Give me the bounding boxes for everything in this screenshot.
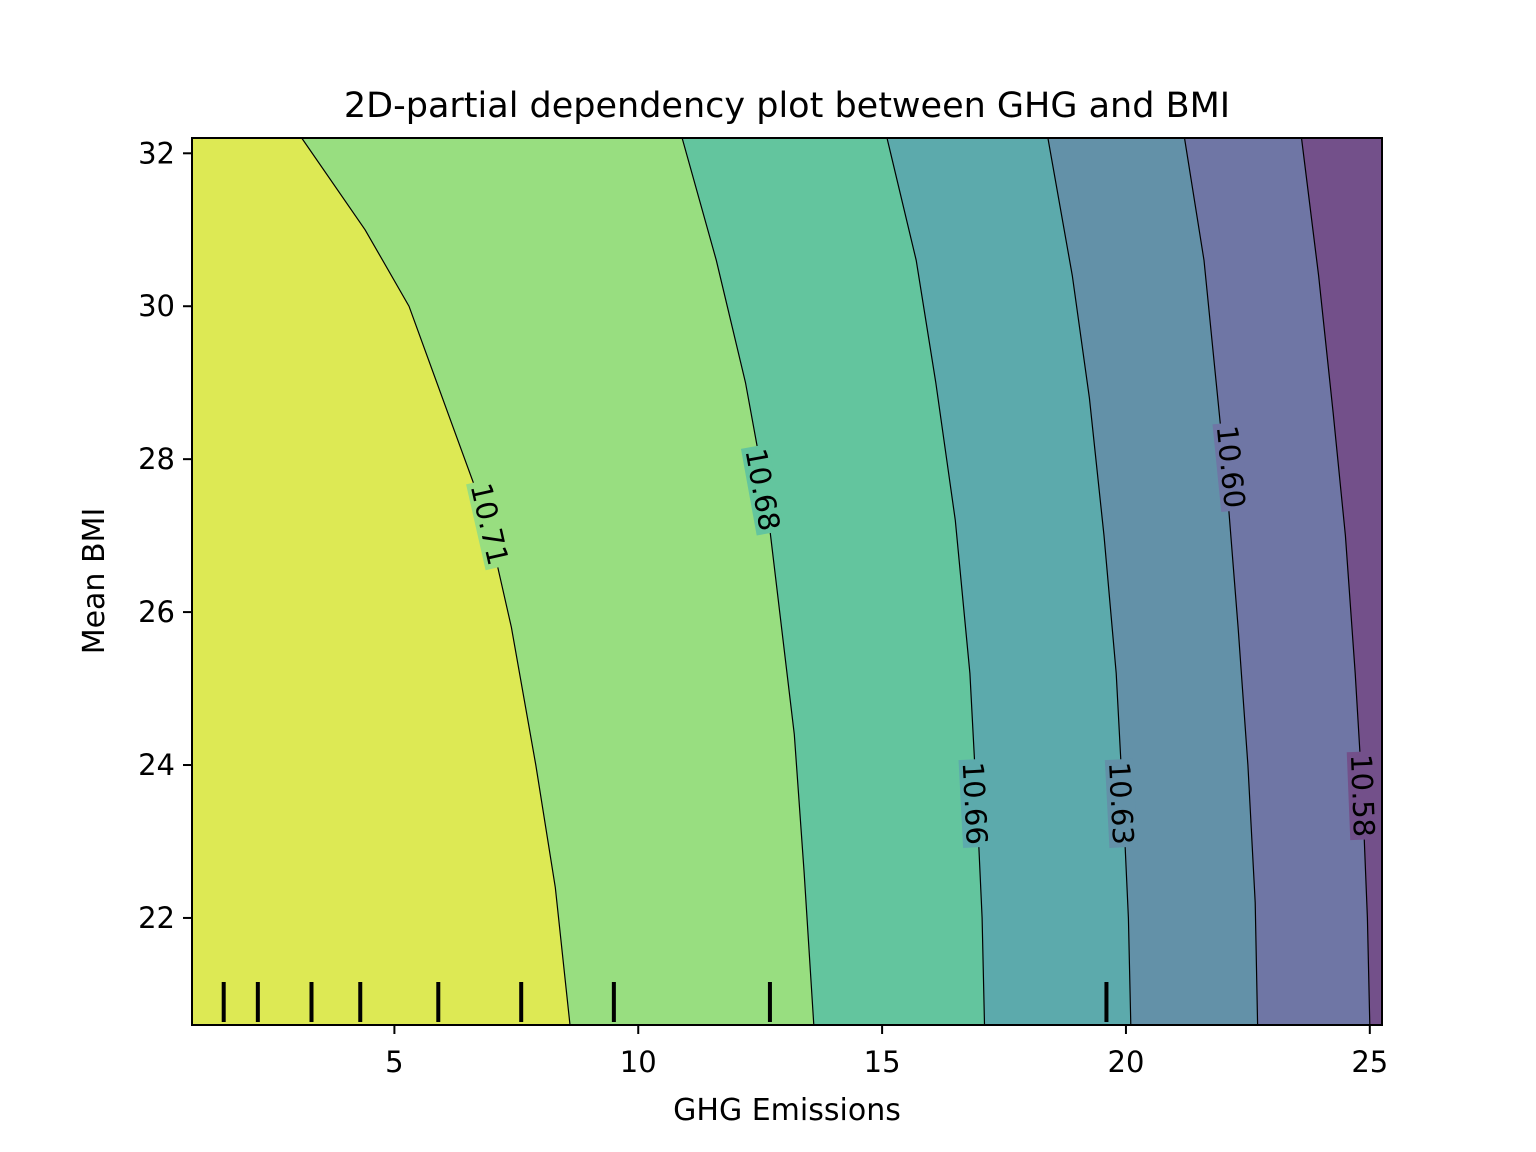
y-tick-label: 28 [138, 442, 175, 476]
y-tick-label: 22 [138, 901, 175, 935]
contour-line-10.60 [1183, 138, 1259, 1025]
contour-line-10.58 [1300, 138, 1371, 1025]
y-axis: 22 24 26 28 30 32 [138, 136, 192, 935]
x-tick-label: 20 [1108, 1045, 1145, 1079]
contour-line-10.63 [1047, 138, 1132, 1025]
x-tick-label: 10 [620, 1045, 657, 1079]
contour-label-10.63: 10.63 [1102, 761, 1140, 846]
y-tick-label: 26 [138, 595, 175, 629]
contour-region-1 [301, 138, 814, 1025]
x-tick-label: 25 [1351, 1045, 1388, 1079]
contour-regions [192, 138, 1382, 1025]
x-tick-label: 15 [864, 1045, 901, 1079]
contour-label-10.60: 10.60 [1210, 424, 1252, 510]
y-tick-label: 32 [138, 136, 175, 170]
rug-marks [221, 982, 1109, 1022]
contour-region-6 [1301, 138, 1382, 1025]
contour-region-0 [192, 138, 570, 1025]
chart-title: 2D-partial dependency plot between GHG a… [344, 86, 1230, 126]
contour-line-10.66 [886, 138, 986, 1025]
contour-region-2 [682, 138, 985, 1025]
x-axis-label: GHG Emissions [673, 1093, 901, 1128]
contour-label-10.66: 10.66 [956, 761, 994, 846]
y-axis-label: Mean BMI [77, 508, 112, 655]
contour-line-10.68 [681, 138, 815, 1025]
x-tick-label: 5 [385, 1045, 403, 1079]
plot-frame [191, 137, 1383, 1026]
contour-region-3 [887, 138, 1131, 1025]
contour-lines [301, 138, 1371, 1025]
contour-region-5 [1184, 138, 1370, 1025]
y-tick-label: 30 [138, 289, 175, 323]
x-axis: 5 10 15 20 25 [385, 1025, 1388, 1079]
contour-region-4 [1047, 138, 1258, 1025]
contour-label-10.58: 10.58 [1344, 753, 1381, 837]
y-tick-label: 24 [138, 748, 175, 782]
